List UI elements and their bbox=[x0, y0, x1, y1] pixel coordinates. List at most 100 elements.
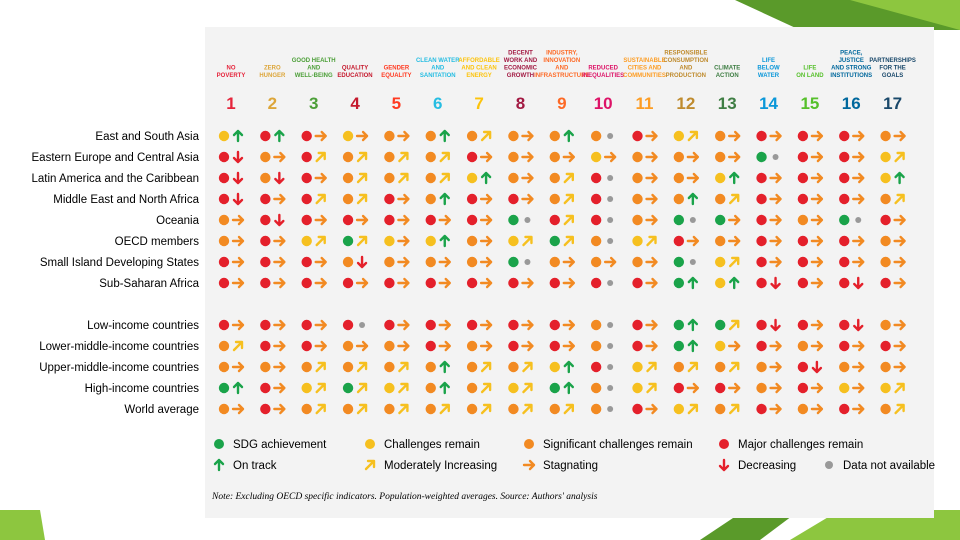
trend-arrow bbox=[810, 382, 824, 394]
status-cell bbox=[508, 214, 531, 226]
row-label: Upper-middle-income countries bbox=[39, 362, 199, 374]
trend-arrow bbox=[852, 382, 865, 394]
goal-title-line: INNOVATION bbox=[543, 58, 580, 64]
status-cell bbox=[839, 235, 865, 247]
status-cell bbox=[342, 151, 368, 163]
status-cell bbox=[260, 382, 286, 394]
status-cell bbox=[549, 151, 575, 163]
status-cell bbox=[260, 171, 285, 185]
na-dot bbox=[607, 343, 614, 349]
trend-arrow bbox=[728, 382, 741, 394]
trend-arrow bbox=[562, 256, 575, 268]
status-dot bbox=[549, 130, 560, 142]
goal-number: 2 bbox=[268, 94, 277, 113]
trend-arrow bbox=[398, 382, 409, 394]
trend-arrow bbox=[810, 193, 824, 205]
status-cell bbox=[384, 340, 410, 352]
status-dot bbox=[549, 277, 560, 289]
trend-arrow bbox=[273, 340, 286, 352]
trend-arrow bbox=[213, 458, 225, 472]
status-cell bbox=[839, 193, 865, 205]
status-dot bbox=[549, 235, 560, 247]
trend-arrow bbox=[729, 276, 740, 290]
status-cell bbox=[466, 214, 493, 226]
status-cell bbox=[839, 256, 865, 268]
status-cell bbox=[673, 192, 699, 206]
status-cell bbox=[260, 151, 286, 163]
trend-arrow bbox=[356, 361, 368, 373]
row-label: Latin America and the Caribbean bbox=[32, 173, 200, 185]
status-dot bbox=[797, 382, 809, 394]
trend-arrow bbox=[480, 361, 492, 373]
na-dot bbox=[359, 322, 366, 328]
status-cell bbox=[590, 256, 617, 268]
status-cell bbox=[301, 172, 327, 184]
status-cell bbox=[756, 382, 782, 394]
status-dot bbox=[549, 340, 560, 352]
status-dot bbox=[384, 214, 395, 226]
na-dot bbox=[772, 154, 779, 160]
trend-arrow bbox=[397, 340, 410, 352]
legend-dot bbox=[214, 439, 224, 449]
legend-dot bbox=[365, 439, 375, 449]
trend-arrow bbox=[729, 319, 740, 331]
row-label: Lower-middle-income countries bbox=[39, 341, 199, 353]
trend-arrow bbox=[480, 171, 492, 185]
status-cell bbox=[756, 214, 782, 226]
status-cell bbox=[549, 360, 574, 374]
status-cell bbox=[632, 319, 658, 331]
goal-number: 1 bbox=[226, 94, 235, 113]
trend-arrow bbox=[852, 172, 865, 184]
goal-number: 7 bbox=[474, 94, 483, 113]
status-cell bbox=[590, 214, 614, 226]
goal-title-line: CLEAN WATER bbox=[416, 58, 460, 64]
trend-arrow bbox=[232, 381, 244, 395]
status-dot bbox=[218, 277, 230, 289]
status-cell bbox=[715, 214, 741, 226]
status-cell bbox=[466, 340, 493, 352]
status-cell bbox=[590, 151, 617, 163]
status-cell bbox=[756, 276, 781, 290]
status-cell bbox=[342, 340, 369, 352]
status-dot bbox=[673, 151, 685, 163]
legend-item: On track bbox=[213, 458, 277, 472]
status-cell bbox=[260, 213, 285, 227]
status-dot bbox=[301, 193, 312, 205]
status-dot bbox=[301, 403, 312, 415]
trend-arrow bbox=[853, 318, 864, 332]
status-dot bbox=[466, 214, 478, 226]
status-cell bbox=[590, 340, 614, 352]
status-cell bbox=[632, 361, 657, 373]
status-dot bbox=[218, 340, 230, 352]
trend-arrow bbox=[894, 193, 905, 205]
status-cell bbox=[384, 277, 410, 289]
trend-arrow bbox=[315, 151, 326, 163]
trend-arrow bbox=[810, 256, 824, 268]
goal-title-line: PEACE, bbox=[840, 51, 863, 57]
trend-arrow bbox=[439, 172, 450, 184]
trend-arrow bbox=[398, 361, 409, 373]
status-cell bbox=[466, 277, 493, 289]
trend-arrow bbox=[810, 403, 824, 415]
trend-arrow bbox=[563, 235, 574, 247]
status-cell bbox=[260, 256, 286, 268]
na-dot bbox=[524, 259, 531, 265]
status-cell bbox=[880, 256, 906, 268]
status-cell bbox=[632, 214, 658, 226]
status-cell bbox=[508, 319, 534, 331]
goal-number: 13 bbox=[718, 94, 737, 113]
status-dot bbox=[508, 403, 519, 415]
trend-arrow bbox=[563, 193, 574, 205]
status-cell bbox=[549, 214, 574, 226]
row-label: Low-income countries bbox=[87, 320, 199, 332]
status-cell bbox=[301, 214, 327, 226]
status-dot bbox=[673, 277, 685, 289]
status-cell bbox=[466, 130, 492, 142]
status-dot bbox=[673, 361, 685, 373]
status-cell bbox=[797, 172, 824, 184]
status-cell bbox=[880, 319, 906, 331]
status-dot bbox=[756, 214, 767, 226]
status-dot bbox=[632, 235, 643, 247]
trend-arrow bbox=[274, 129, 285, 143]
status-cell bbox=[673, 403, 699, 415]
